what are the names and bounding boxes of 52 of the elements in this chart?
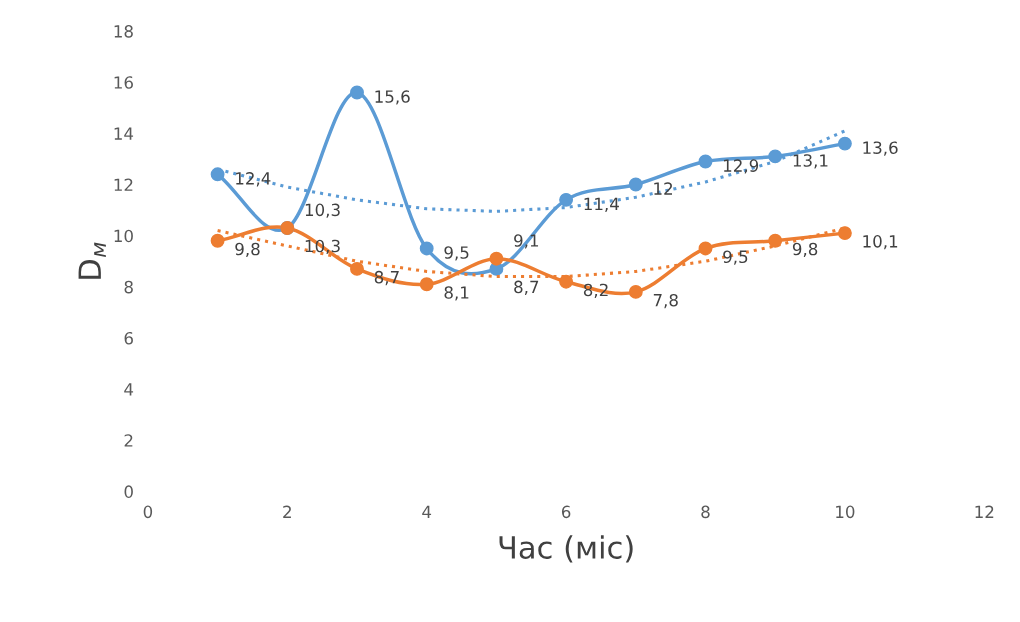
y-tick-label: 6: [124, 331, 133, 345]
point: [698, 241, 713, 256]
point: [210, 233, 225, 248]
point: [210, 167, 225, 182]
point: [768, 149, 783, 164]
x-tick-label: 6: [561, 505, 571, 519]
x-tick-label: 0: [143, 505, 153, 519]
y-axis-title: D$_{м}$: [78, 242, 106, 279]
point: [559, 274, 574, 289]
x-tick-label: 10: [836, 505, 855, 519]
point: [350, 261, 364, 276]
data-label: 10,3: [305, 203, 340, 218]
data-label: 13,1: [793, 154, 828, 169]
point: [559, 192, 574, 207]
data-label: 8,1: [444, 286, 469, 301]
data-label: 12: [654, 182, 673, 195]
point: [350, 85, 364, 100]
y-tick-label: 8: [124, 280, 133, 294]
point: [837, 136, 852, 151]
x-axis-title: Час (міс): [499, 535, 633, 563]
x-tick-label: 2: [283, 505, 291, 518]
point: [698, 154, 713, 169]
data-label: 12,9: [724, 159, 759, 174]
y-tick-label: 14: [114, 127, 134, 140]
y-tick-label: 10: [114, 229, 133, 243]
x-tick-label: 12: [975, 505, 994, 518]
data-label: 10,1: [863, 235, 898, 250]
point: [419, 277, 434, 292]
point: [837, 226, 852, 241]
data-label: 8,7: [514, 280, 539, 295]
data-label: 13,6: [863, 141, 898, 156]
data-label: 12,4: [236, 172, 271, 187]
y-tick-label: 16: [114, 76, 133, 89]
y-tick-label: 18: [114, 25, 133, 38]
data-label: 15,6: [375, 90, 410, 105]
y-tick-label: 0: [124, 485, 133, 498]
x-tick-label: 4: [422, 505, 432, 518]
data-label: 11,4: [584, 197, 619, 212]
y-tick-label: 2: [124, 434, 133, 447]
point: [628, 284, 643, 299]
point: [628, 177, 643, 192]
data-label: 9,5: [723, 250, 748, 265]
y-tick-label: 12: [114, 178, 133, 191]
point: [419, 241, 434, 256]
data-label: 9,8: [235, 242, 260, 258]
point: [489, 251, 504, 266]
data-label: 7,8: [653, 293, 678, 309]
point: [768, 233, 783, 248]
data-label: 9,8: [792, 242, 818, 258]
y-tick-label: 4: [124, 383, 134, 396]
x-tick-label: 8: [701, 505, 710, 519]
data-label: 9,5: [444, 246, 469, 261]
